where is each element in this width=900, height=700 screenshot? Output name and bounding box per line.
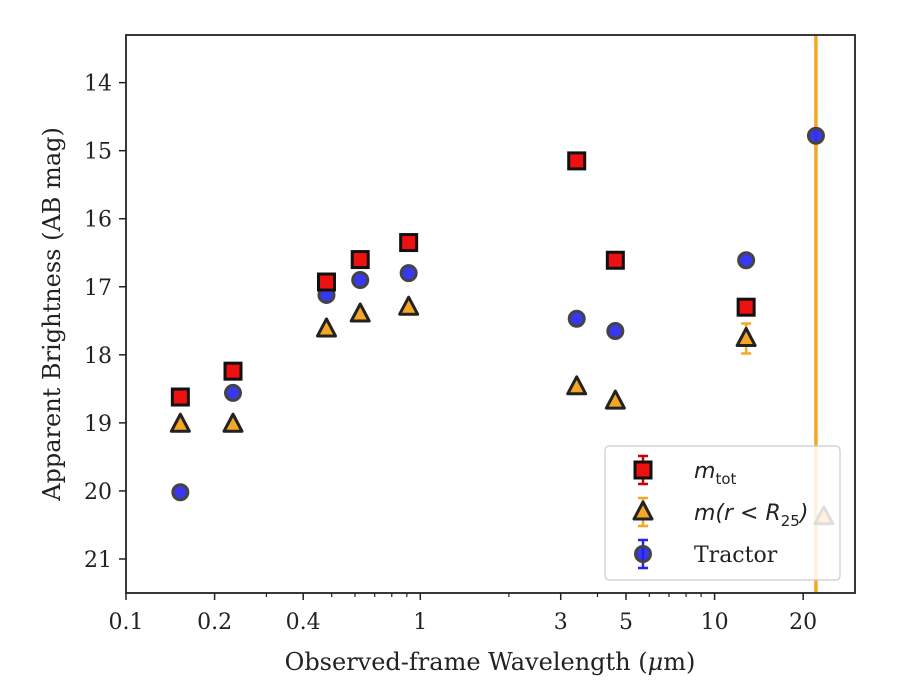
data-point-mr25	[349, 302, 371, 323]
data-point-mtot	[316, 272, 336, 292]
legend-label-mr25: m(r < R25)	[694, 501, 808, 530]
tick-layer: 0.1 0.2 0.4 1 3 5 10 20 14 15 16 17 18 19 20 21	[84, 72, 817, 635]
series-tractor	[171, 126, 825, 502]
data-point-mtot	[350, 250, 370, 270]
legend-label-tractor: Tractor	[694, 543, 778, 568]
data-point-mr25	[566, 375, 588, 396]
data-point-mr25	[604, 389, 626, 410]
x-tick-label: 0.1	[109, 610, 144, 635]
x-tick-label: 10	[701, 610, 729, 635]
data-point-tractor	[351, 270, 370, 289]
data-point-mtot	[605, 250, 625, 270]
legend-marker-tractor	[634, 545, 652, 563]
data-point-mtot	[399, 233, 419, 253]
y-tick-label: 21	[84, 548, 112, 573]
x-tick-label: 0.4	[286, 610, 321, 635]
y-axis-label: Apparent Brightness (AB mag)	[38, 127, 66, 502]
legend-marker-mtot	[633, 460, 653, 480]
legend-label-mtot: mtot	[694, 459, 736, 488]
legend: mtot m(r < R25) Tractor	[604, 445, 841, 581]
series-mtot	[170, 151, 756, 407]
data-point-tractor	[567, 309, 586, 328]
data-point-tractor	[606, 322, 625, 341]
y-tick-label: 19	[84, 412, 112, 437]
data-point-mtot	[223, 361, 243, 381]
y-tick-label: 20	[84, 480, 112, 505]
legend-label-sub: 25	[781, 512, 800, 530]
x-tick-label: 0.2	[197, 610, 232, 635]
legend-label-main: m	[694, 459, 715, 484]
data-point-tractor	[399, 264, 418, 283]
x-axis-label: Observed-frame Wavelength (μm)	[285, 648, 696, 676]
data-point-mtot	[567, 151, 587, 171]
data-point-mr25	[222, 412, 244, 433]
data-layer	[169, 126, 835, 526]
x-tick-label: 5	[619, 610, 633, 635]
data-point-tractor	[224, 383, 243, 402]
legend-label-main: m(r < R	[694, 501, 781, 526]
x-tick-label: 3	[554, 610, 568, 635]
x-tick-label: 1	[413, 610, 427, 635]
data-point-mtot	[736, 297, 756, 317]
x-tick-label: 20	[789, 610, 817, 635]
legend-label-sub: tot	[715, 470, 736, 488]
y-tick-label: 14	[84, 72, 112, 97]
x-axis-label-mu: μ	[648, 648, 664, 676]
data-point-mtot	[170, 387, 190, 407]
plot-frame	[125, 34, 856, 594]
x-axis-label-prefix: Observed-frame Wavelength (	[285, 648, 648, 676]
y-tick-label: 17	[84, 276, 112, 301]
legend-box	[604, 445, 841, 581]
y-tick-label: 15	[84, 140, 112, 165]
y-tick-label: 18	[84, 344, 112, 369]
x-axis-label-suffix: m)	[663, 648, 695, 676]
data-point-mr25	[169, 412, 191, 433]
data-point-mr25	[398, 295, 420, 316]
data-point-tractor	[737, 251, 756, 270]
data-point-mr25	[315, 317, 337, 338]
data-point-tractor	[171, 483, 190, 502]
data-point-mr25	[735, 326, 757, 347]
legend-marker-mr25	[632, 500, 654, 521]
legend-label-tail: )	[798, 501, 809, 526]
y-tick-label: 16	[84, 208, 112, 233]
data-point-tractor	[806, 126, 825, 145]
